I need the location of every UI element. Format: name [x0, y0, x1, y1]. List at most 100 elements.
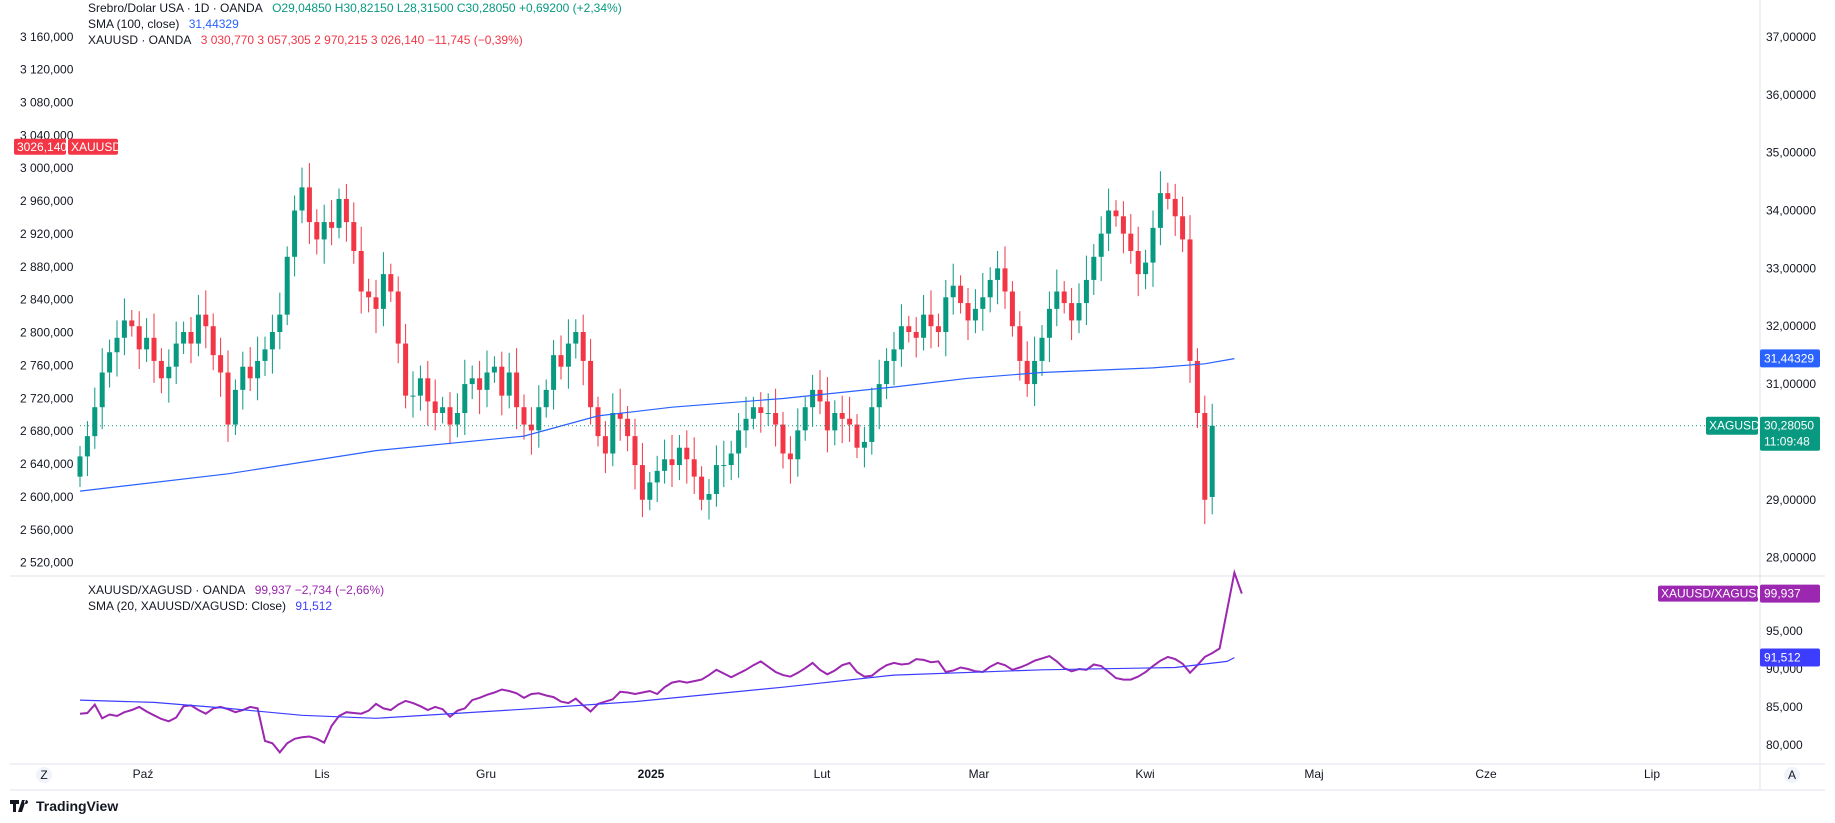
silver-candle[interactable] — [114, 337, 120, 353]
silver-candle[interactable] — [247, 366, 253, 379]
silver-candle[interactable] — [277, 314, 283, 332]
silver-candle[interactable] — [151, 337, 157, 361]
silver-candle[interactable] — [321, 222, 327, 240]
silver-candle[interactable] — [691, 459, 697, 477]
silver-candle[interactable] — [181, 332, 187, 344]
main-price-pane[interactable] — [77, 163, 1761, 525]
silver-candle[interactable] — [188, 332, 194, 344]
silver-candle[interactable] — [203, 314, 209, 327]
silver-candle[interactable] — [950, 285, 956, 298]
silver-candle[interactable] — [721, 465, 727, 467]
silver-candle[interactable] — [1106, 210, 1112, 234]
silver-candle[interactable] — [817, 389, 823, 402]
ratio-line[interactable] — [79, 568, 1243, 754]
auto-zoom-button[interactable] — [36, 767, 52, 783]
silver-candle[interactable] — [765, 413, 771, 414]
silver-candle[interactable] — [891, 349, 897, 361]
silver-candle[interactable] — [958, 285, 964, 304]
silver-candle[interactable] — [750, 407, 756, 419]
silver-candle[interactable] — [565, 343, 571, 367]
silver-candle[interactable] — [306, 187, 312, 223]
silver-candle[interactable] — [728, 453, 734, 466]
silver-candle[interactable] — [477, 378, 483, 390]
silver-candle[interactable] — [839, 413, 845, 419]
silver-candle[interactable] — [491, 366, 497, 373]
silver-candle[interactable] — [898, 326, 904, 350]
silver-candle[interactable] — [684, 447, 690, 460]
tradingview-logo[interactable]: TradingView — [10, 798, 118, 814]
silver-candle[interactable] — [699, 476, 705, 500]
silver-candle[interactable] — [1150, 227, 1156, 263]
silver-candle[interactable] — [543, 389, 549, 408]
silver-candle[interactable] — [632, 436, 638, 466]
silver-candle[interactable] — [432, 401, 438, 413]
silver-candle[interactable] — [269, 332, 275, 350]
silver-candle[interactable] — [602, 436, 608, 454]
silver-candle[interactable] — [1024, 360, 1030, 385]
silver-candle[interactable] — [1209, 425, 1215, 497]
silver-candle[interactable] — [77, 456, 83, 477]
silver-candle[interactable] — [1172, 198, 1178, 217]
silver-candle[interactable] — [1009, 291, 1015, 327]
silver-candle[interactable] — [358, 251, 364, 292]
silver-candle[interactable] — [210, 326, 216, 356]
silver-candle[interactable] — [299, 187, 305, 211]
silver-candle[interactable] — [447, 407, 453, 425]
ratio-legend-row[interactable]: XAUUSD/XAGUSD · OANDA 99,937 −2,734 (−2,… — [88, 582, 390, 598]
silver-candle[interactable] — [255, 360, 261, 379]
silver-candle[interactable] — [536, 407, 542, 431]
silver-candle[interactable] — [824, 401, 830, 431]
silver-candle[interactable] — [1054, 291, 1060, 309]
silver-candle[interactable] — [861, 441, 867, 448]
silver-candle[interactable] — [136, 326, 142, 350]
silver-candle[interactable] — [166, 366, 172, 379]
silver-candle[interactable] — [573, 332, 579, 344]
gold-legend-row[interactable]: XAUUSD · OANDA 3 030,770 3 057,305 2 970… — [88, 32, 628, 48]
silver-candle[interactable] — [528, 424, 534, 431]
silver-candle[interactable] — [351, 222, 357, 251]
silver-candle[interactable] — [654, 470, 660, 483]
silver-price-axis[interactable]: 28,0000029,0000030,0000031,0000032,00000… — [1766, 30, 1816, 565]
silver-candle[interactable] — [158, 360, 164, 379]
silver-candle[interactable] — [292, 210, 298, 257]
silver-candle[interactable] — [1046, 308, 1052, 338]
silver-legend-row[interactable]: Srebro/Dolar USA · 1D · OANDA O29,04850 … — [88, 0, 628, 16]
silver-candle[interactable] — [380, 274, 386, 309]
silver-candle[interactable] — [1061, 291, 1067, 304]
silver-candle[interactable] — [706, 494, 712, 500]
silver-candle[interactable] — [773, 413, 779, 425]
silver-candle[interactable] — [869, 407, 875, 442]
silver-candle[interactable] — [965, 303, 971, 321]
silver-candle[interactable] — [810, 389, 816, 408]
silver-candle[interactable] — [884, 360, 890, 385]
silver-candle[interactable] — [484, 372, 490, 390]
silver-candle[interactable] — [425, 378, 431, 402]
silver-candle[interactable] — [617, 413, 623, 419]
silver-candle[interactable] — [787, 453, 793, 460]
silver-candle[interactable] — [1017, 326, 1023, 361]
auto-scale-button[interactable] — [1784, 767, 1800, 783]
silver-candle[interactable] — [284, 256, 290, 315]
silver-candle[interactable] — [403, 343, 409, 396]
silver-sma100-line[interactable] — [79, 358, 1235, 492]
ratio-sma-label[interactable]: SMA (20, XAUUSD/XAGUSD: Close) — [88, 599, 287, 613]
silver-candle[interactable] — [876, 384, 882, 408]
silver-candle[interactable] — [972, 308, 978, 321]
silver-candle[interactable] — [410, 395, 416, 397]
silver-candle[interactable] — [580, 332, 586, 361]
silver-candle[interactable] — [1113, 210, 1119, 217]
silver-candle[interactable] — [595, 407, 601, 437]
silver-candle[interactable] — [440, 407, 446, 413]
silver-candle[interactable] — [906, 326, 912, 332]
silver-candle[interactable] — [588, 360, 594, 408]
silver-candle[interactable] — [625, 418, 631, 437]
silver-candle[interactable] — [336, 198, 342, 228]
silver-candle[interactable] — [935, 326, 941, 332]
silver-candle[interactable] — [1157, 193, 1163, 228]
silver-candle[interactable] — [1098, 233, 1104, 257]
ratio-sma20-line[interactable] — [79, 657, 1235, 719]
ratio-sma-legend-row[interactable]: SMA (20, XAUUSD/XAGUSD: Close) 91,512 — [88, 598, 390, 614]
silver-candle[interactable] — [1202, 413, 1208, 500]
silver-candle[interactable] — [795, 430, 801, 460]
